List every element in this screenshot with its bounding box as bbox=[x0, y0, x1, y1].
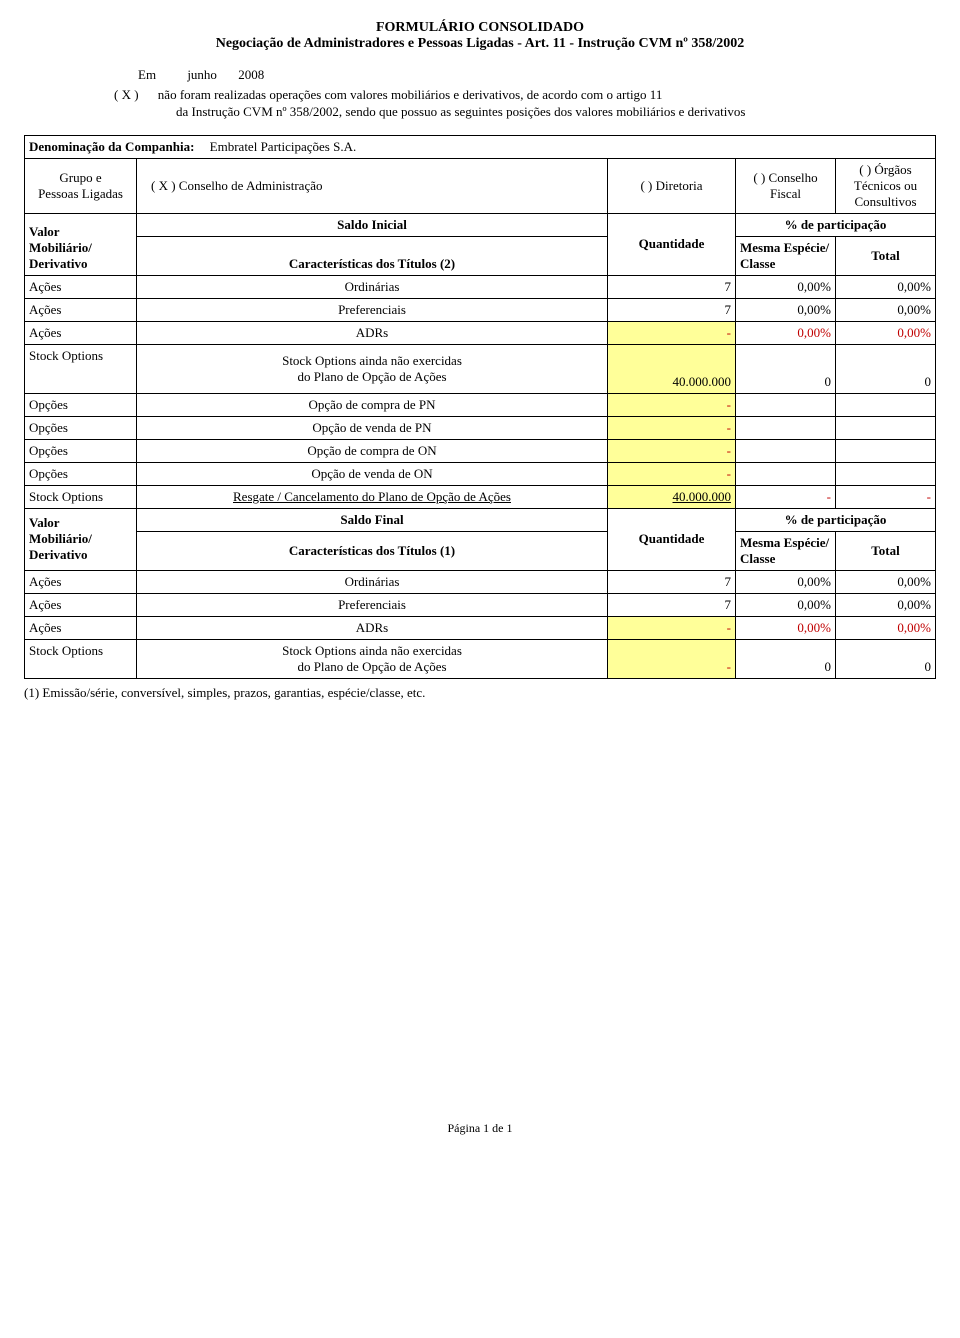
vmd-header-2: Valor Mobiliário/ Derivativo bbox=[25, 508, 137, 570]
saldo-final-label: Saldo Final bbox=[137, 508, 608, 531]
table-row: Ações ADRs - 0,00% 0,00% bbox=[25, 616, 936, 639]
qty-header-1: Quantidade bbox=[608, 213, 736, 275]
table-row: Opções Opção de venda de ON - bbox=[25, 462, 936, 485]
grupo-row: Grupo e Pessoas Ligadas ( X ) Conselho d… bbox=[25, 159, 936, 214]
intro-em-label: Em bbox=[138, 67, 156, 82]
intro-block: Em junho 2008 ( X ) não foram realizadas… bbox=[114, 66, 936, 121]
stock-options-final: Stock Options Stock Options ainda não ex… bbox=[25, 639, 936, 678]
mesma-header-1: Mesma Espécie/ Classe bbox=[736, 236, 836, 275]
saldo-inicial-label: Saldo Inicial bbox=[137, 213, 608, 236]
caract-header-1: Características dos Títulos (1) bbox=[137, 531, 608, 570]
grupo-opt4: ( ) Órgãos Técnicos ou Consultivos bbox=[836, 159, 936, 214]
table-row: Opções Opção de venda de PN - bbox=[25, 416, 936, 439]
intro-line-3: da Instrução CVM nº 358/2002, sendo que … bbox=[176, 103, 936, 121]
stock-options-initial: Stock Options Stock Options ainda não ex… bbox=[25, 344, 936, 393]
denom-row: Denominação da Companhia: Embratel Parti… bbox=[24, 135, 936, 159]
intro-text-2: não foram realizadas operações com valor… bbox=[158, 87, 663, 102]
grupo-opt3: ( ) Conselho Fiscal bbox=[736, 159, 836, 214]
total-header-1: Total bbox=[836, 236, 936, 275]
grupo-left: Grupo e Pessoas Ligadas bbox=[25, 159, 137, 214]
table-row: Opções Opção de compra de PN - bbox=[25, 393, 936, 416]
saldo-inicial-header: Valor Mobiliário/ Derivativo Saldo Inici… bbox=[25, 213, 936, 236]
form-header: FORMULÁRIO CONSOLIDADO Negociação de Adm… bbox=[24, 20, 936, 52]
intro-marker: ( X ) bbox=[114, 87, 139, 102]
denom-label: Denominação da Companhia: bbox=[29, 139, 194, 154]
page-number: Página 1 de 1 bbox=[24, 1121, 936, 1136]
intro-ano: 2008 bbox=[238, 67, 264, 82]
qty-header-2: Quantidade bbox=[608, 508, 736, 570]
table-row: Ações Preferenciais 7 0,00% 0,00% bbox=[25, 593, 936, 616]
title-2: Negociação de Administradores e Pessoas … bbox=[24, 36, 936, 52]
intro-mes: junho bbox=[187, 67, 217, 82]
mesma-header-2: Mesma Espécie/ Classe bbox=[736, 531, 836, 570]
table-row: Ações Ordinárias 7 0,00% 0,00% bbox=[25, 275, 936, 298]
saldo-final-header: Valor Mobiliário/ Derivativo Saldo Final… bbox=[25, 508, 936, 531]
intro-line-2: ( X ) não foram realizadas operações com… bbox=[114, 86, 936, 104]
table-row: Ações Ordinárias 7 0,00% 0,00% bbox=[25, 570, 936, 593]
total-header-2: Total bbox=[836, 531, 936, 570]
denom-value: Embratel Participações S.A. bbox=[210, 139, 357, 154]
resgate-row: Stock Options Resgate / Cancelamento do … bbox=[25, 485, 936, 508]
pct-header-1: % de participação bbox=[736, 213, 936, 236]
grupo-opt1: ( X ) Conselho de Administração bbox=[137, 159, 608, 214]
main-table: Grupo e Pessoas Ligadas ( X ) Conselho d… bbox=[24, 159, 936, 679]
table-row: Ações ADRs - 0,00% 0,00% bbox=[25, 321, 936, 344]
vmd-header-1: Valor Mobiliário/ Derivativo bbox=[25, 213, 137, 275]
intro-line-1: Em junho 2008 bbox=[114, 66, 936, 84]
table-row: Ações Preferenciais 7 0,00% 0,00% bbox=[25, 298, 936, 321]
pct-header-2: % de participação bbox=[736, 508, 936, 531]
footnote: (1) Emissão/série, conversível, simples,… bbox=[24, 685, 936, 701]
grupo-opt2: ( ) Diretoria bbox=[608, 159, 736, 214]
table-row: Opções Opção de compra de ON - bbox=[25, 439, 936, 462]
title-1: FORMULÁRIO CONSOLIDADO bbox=[24, 20, 936, 36]
caract-header-2: Características dos Títulos (2) bbox=[137, 236, 608, 275]
